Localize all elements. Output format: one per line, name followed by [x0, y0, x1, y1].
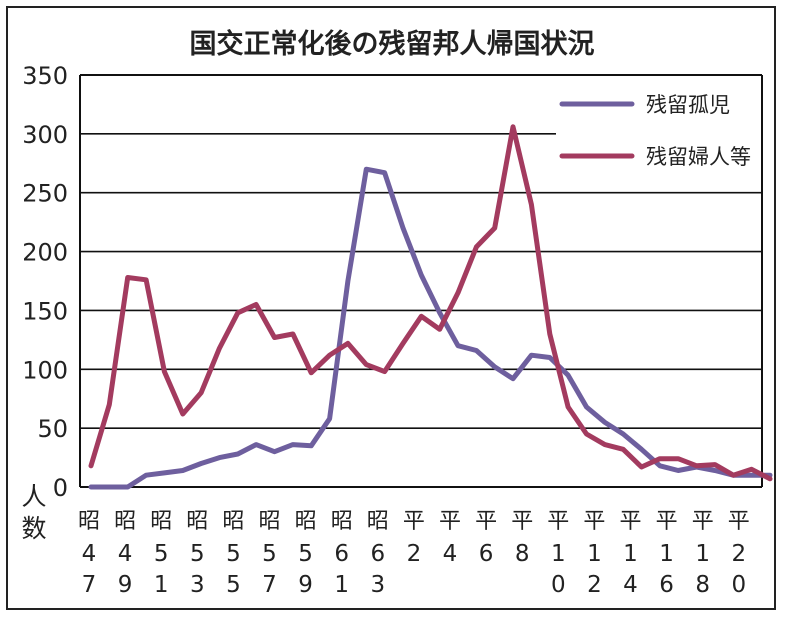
x-tick-text: 6 [334, 541, 349, 567]
y-tick-label: 100 [22, 356, 68, 384]
x-tick-text: 平 [728, 509, 750, 534]
x-tick-text: 昭 [222, 509, 244, 534]
x-tick-text: 2 [407, 541, 422, 567]
x-tick-text: 3 [370, 572, 385, 598]
x-tick-text: 6 [370, 541, 385, 567]
x-tick-text: 平 [439, 509, 461, 534]
x-tick-text: 7 [82, 572, 97, 598]
x-tick-text: 9 [298, 572, 313, 598]
y-axis-label: 人数 [21, 482, 46, 543]
y-axis-label-char: 数 [21, 514, 46, 543]
x-tick-text: 平 [547, 509, 569, 534]
x-tick-label: 平 1 4 [619, 509, 641, 598]
x-tick-text: 昭 [150, 509, 172, 534]
x-tick-text: 平 [511, 509, 533, 534]
x-tick-text: 3 [190, 572, 205, 598]
x-tick-text: 0 [551, 572, 566, 598]
x-tick-text: 5 [226, 541, 241, 567]
x-tick-text: 5 [298, 541, 313, 567]
x-tick-text: 1 [154, 572, 169, 598]
x-tick-text: 4 [118, 541, 133, 567]
x-axis-ticks: 昭47昭49昭51昭53昭55昭57昭59昭61昭63平2平4平6平8平10平1… [78, 509, 750, 598]
x-tick-text: 9 [118, 572, 133, 598]
y-axis-label-char: 人 [21, 482, 46, 511]
grid-lines [79, 74, 763, 488]
y-tick-label: 350 [22, 62, 68, 90]
x-tick-text: 昭 [78, 509, 100, 534]
x-tick-label: 昭 5 9 [295, 509, 317, 598]
x-tick-text: 平 [692, 509, 714, 534]
x-tick-text: 1 [695, 541, 710, 567]
x-tick-text: 4 [82, 541, 97, 567]
x-tick-text: 6 [479, 541, 494, 567]
x-tick-text: 1 [623, 541, 638, 567]
x-tick-text: 昭 [295, 509, 317, 534]
x-tick-text: 平 [656, 509, 678, 534]
x-tick-text: 平 [619, 509, 641, 534]
x-tick-text: 5 [154, 541, 169, 567]
x-tick-label: 昭 5 3 [186, 509, 208, 598]
x-tick-text: 5 [226, 572, 241, 598]
chart-title: 国交正常化後の残留邦人帰国状況 [190, 28, 595, 60]
x-tick-text: 0 [731, 572, 746, 598]
legend-label: 残留婦人等 [646, 145, 751, 169]
x-tick-label: 昭 6 3 [367, 509, 389, 598]
series-line-women [88, 124, 773, 482]
y-tick-label: 300 [22, 121, 68, 149]
x-tick-label: 平2 [403, 509, 425, 567]
x-tick-text: 昭 [367, 509, 389, 534]
y-tick-label: 250 [22, 180, 68, 208]
x-tick-label: 平 1 8 [692, 509, 714, 598]
x-tick-label: 平 1 0 [547, 509, 569, 598]
y-axis-ticks: 0 50 100 150 200 250 300 350 [22, 62, 68, 502]
x-tick-text: 4 [623, 572, 638, 598]
series-line-orphans [88, 166, 773, 490]
x-tick-label: 昭 5 5 [222, 509, 244, 598]
x-tick-label: 昭 6 1 [331, 509, 353, 598]
x-tick-label: 昭 5 1 [150, 509, 172, 598]
x-tick-text: 2 [587, 572, 602, 598]
y-tick-label: 150 [22, 297, 68, 325]
x-tick-text: 昭 [186, 509, 208, 534]
x-tick-text: 2 [731, 541, 746, 567]
x-tick-text: 1 [551, 541, 566, 567]
x-tick-text: 5 [262, 541, 277, 567]
x-tick-label: 昭 4 7 [78, 509, 100, 598]
x-tick-text: 8 [695, 572, 710, 598]
y-tick-label: 200 [22, 239, 68, 267]
x-tick-text: 1 [334, 572, 349, 598]
y-tick-label: 0 [53, 474, 68, 502]
x-tick-label: 平8 [511, 509, 533, 567]
x-tick-text: 平 [583, 509, 605, 534]
series-lines [88, 124, 773, 490]
x-tick-label: 平 1 6 [656, 509, 678, 598]
legend-label: 残留孤児 [646, 93, 730, 117]
x-tick-text: 平 [475, 509, 497, 534]
x-tick-label: 平 1 2 [583, 509, 605, 598]
x-tick-text: 昭 [331, 509, 353, 534]
chart-frame [6, 6, 776, 610]
x-tick-label: 平6 [475, 509, 497, 567]
x-tick-text: 1 [659, 541, 674, 567]
x-tick-text: 8 [515, 541, 530, 567]
x-tick-text: 4 [443, 541, 458, 567]
y-tick-label: 50 [37, 415, 68, 443]
x-tick-label: 平 2 0 [728, 509, 750, 598]
x-tick-label: 昭 5 7 [258, 509, 280, 598]
x-tick-text: 昭 [258, 509, 280, 534]
x-tick-label: 昭 4 9 [114, 509, 136, 598]
x-tick-text: 6 [659, 572, 674, 598]
x-tick-text: 1 [587, 541, 602, 567]
x-tick-text: 5 [190, 541, 205, 567]
x-tick-text: 7 [262, 572, 277, 598]
x-tick-text: 平 [403, 509, 425, 534]
x-tick-label: 平4 [439, 509, 461, 567]
x-tick-text: 昭 [114, 509, 136, 534]
